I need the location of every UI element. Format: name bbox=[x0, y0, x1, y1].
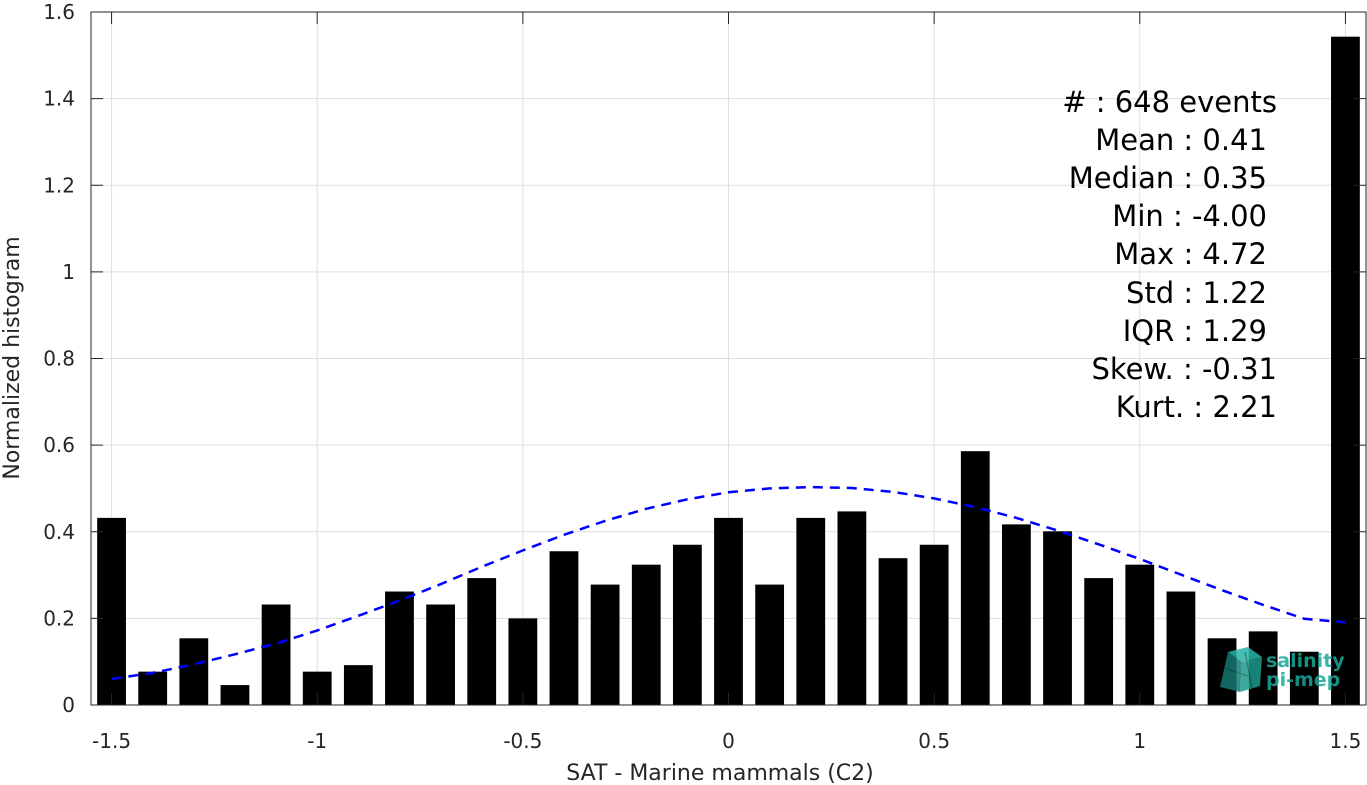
stat-median: Median : 0.35 bbox=[1069, 161, 1267, 195]
histogram-bar bbox=[138, 671, 168, 705]
histogram-bar bbox=[1125, 564, 1155, 705]
histogram-bar bbox=[878, 558, 908, 705]
axis-ticks bbox=[91, 11, 1366, 706]
x-tick-label: 1 bbox=[1133, 729, 1146, 753]
y-tick-label: 0.2 bbox=[43, 606, 75, 630]
histogram-bar bbox=[97, 517, 126, 705]
histogram-bar bbox=[343, 665, 373, 705]
stat-kurtosis: Kurt. : 2.21 bbox=[1116, 390, 1277, 424]
histogram-bar bbox=[549, 551, 579, 705]
logo-cube-icon bbox=[1220, 647, 1262, 692]
bars bbox=[97, 36, 1360, 706]
histogram-bar bbox=[467, 578, 497, 705]
salinity-pi-mep-logo: salinity pi-mep bbox=[1220, 647, 1345, 692]
stat-min: Min : -4.00 bbox=[1112, 199, 1267, 233]
histogram-bar bbox=[755, 584, 785, 705]
histogram-bar bbox=[1084, 578, 1114, 705]
histogram-bar bbox=[261, 604, 291, 705]
x-tick-label: -1 bbox=[307, 729, 327, 753]
histogram-bar bbox=[837, 511, 867, 705]
histogram-bar bbox=[508, 618, 538, 705]
statistics-annotation: # : 648 events Mean : 0.41 Median : 0.35… bbox=[1062, 85, 1277, 424]
histogram-bar bbox=[426, 604, 455, 705]
y-tick-label: 1.6 bbox=[43, 0, 75, 24]
y-tick-label: 1 bbox=[62, 260, 75, 284]
x-tick-label: -1.5 bbox=[92, 729, 131, 753]
x-tick-label: 0.5 bbox=[918, 729, 950, 753]
x-tick-label: -0.5 bbox=[503, 729, 542, 753]
stat-skewness: Skew. : -0.31 bbox=[1091, 352, 1277, 386]
histogram-bar bbox=[919, 544, 949, 705]
y-tick-label: 0.6 bbox=[43, 433, 75, 457]
histogram-bar bbox=[1002, 524, 1031, 705]
x-axis-label: SAT - Marine mammals (C2) bbox=[566, 761, 874, 785]
y-tick-label: 1.2 bbox=[43, 173, 75, 197]
y-tick-labels: 0 0.2 0.4 0.6 0.8 1 1.2 1.4 1.6 bbox=[43, 0, 75, 717]
y-tick-label: 0.8 bbox=[43, 347, 75, 371]
histogram-bar bbox=[220, 685, 250, 705]
histogram-bar bbox=[960, 451, 990, 705]
histogram-bar bbox=[672, 544, 702, 705]
y-tick-label: 0.4 bbox=[43, 520, 75, 544]
histogram-bar bbox=[631, 564, 661, 705]
histogram-bar bbox=[714, 517, 743, 705]
logo-text-line1: salinity bbox=[1266, 650, 1345, 672]
normal-fit-curve bbox=[111, 485, 1346, 681]
histogram-bar bbox=[1331, 36, 1360, 706]
y-axis-label: Normalized histogram bbox=[0, 236, 25, 479]
y-tick-label: 1.4 bbox=[43, 87, 75, 111]
stat-max: Max : 4.72 bbox=[1114, 237, 1267, 271]
histogram-bar bbox=[1043, 531, 1072, 705]
x-tick-label: 1.5 bbox=[1330, 729, 1362, 753]
stat-std: Std : 1.22 bbox=[1126, 276, 1267, 310]
histogram-bar bbox=[385, 591, 414, 705]
x-tick-labels: -1.5 -1 -0.5 0 0.5 1 1.5 bbox=[92, 729, 1361, 753]
histogram-bar bbox=[1289, 651, 1319, 705]
y-tick-label: 0 bbox=[62, 693, 75, 717]
logo-text-line2: pi-mep bbox=[1266, 669, 1340, 691]
histogram-bar bbox=[179, 638, 209, 705]
x-tick-label: 0 bbox=[722, 729, 735, 753]
histogram-bar bbox=[796, 517, 826, 705]
stat-iqr: IQR : 1.29 bbox=[1123, 314, 1267, 348]
stat-events: # : 648 events bbox=[1062, 85, 1277, 119]
histogram-bar bbox=[1166, 591, 1196, 705]
histogram-bar bbox=[590, 584, 620, 705]
stat-mean: Mean : 0.41 bbox=[1095, 123, 1267, 157]
